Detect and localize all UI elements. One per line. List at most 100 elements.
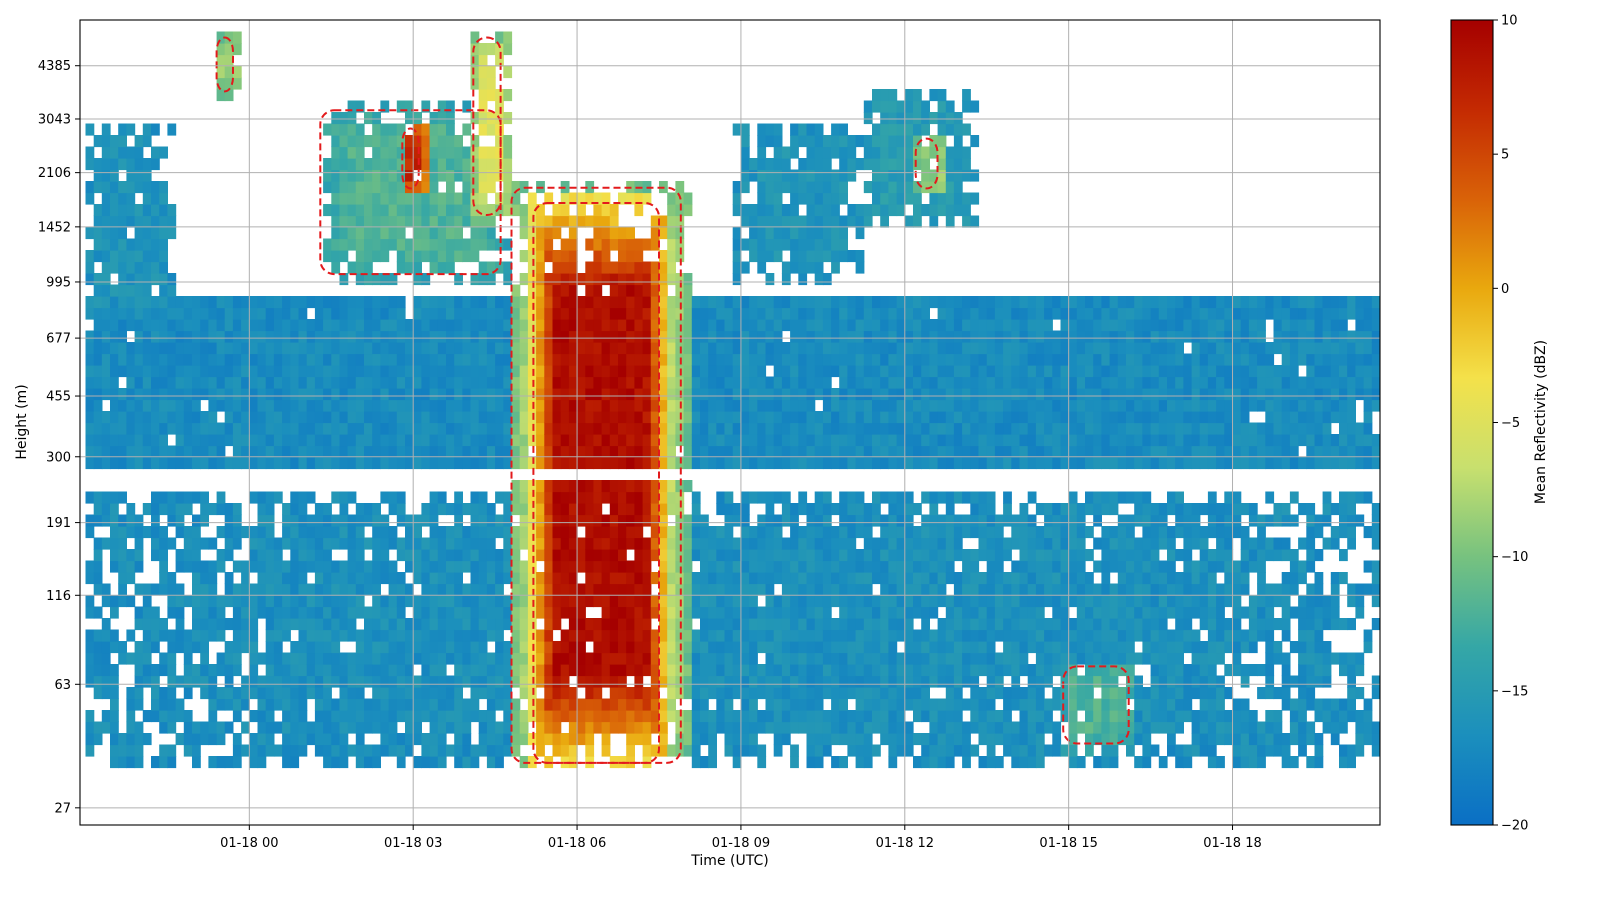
heatmap-cell — [691, 526, 701, 539]
heatmap-cell — [110, 342, 119, 355]
heatmap-cell — [872, 89, 881, 102]
heatmap-cell — [396, 388, 406, 401]
heatmap-cell — [126, 238, 136, 251]
heatmap-cell — [331, 721, 341, 734]
heatmap-cell — [241, 411, 250, 424]
heatmap-cell — [478, 514, 488, 527]
heatmap-cell — [232, 353, 242, 366]
heatmap-cell — [831, 756, 840, 769]
heatmap-cell — [503, 307, 513, 320]
heatmap-cell — [773, 204, 783, 217]
heatmap-cell — [167, 721, 177, 734]
heatmap-cell — [773, 560, 783, 573]
heatmap-cell — [1003, 572, 1012, 585]
heatmap-cell — [732, 629, 742, 642]
heatmap-cell — [224, 342, 234, 355]
heatmap-cell — [478, 710, 488, 723]
heatmap-cell — [806, 675, 816, 688]
heatmap-cell — [650, 261, 660, 274]
heatmap-cell — [478, 526, 488, 539]
heatmap-cell — [93, 169, 103, 182]
heatmap-cell — [282, 411, 291, 424]
heatmap-cell — [495, 549, 504, 562]
heatmap-cell — [1019, 744, 1029, 757]
heatmap-cell — [757, 146, 767, 159]
heatmap-cell — [913, 698, 922, 711]
heatmap-cell — [396, 514, 406, 527]
heatmap-cell — [618, 698, 627, 711]
heatmap-cell — [732, 733, 742, 746]
heatmap-cell — [847, 595, 857, 608]
heatmap-cell — [519, 514, 529, 527]
heatmap-cell — [749, 353, 758, 366]
heatmap-cell — [749, 376, 758, 389]
heatmap-cell — [781, 664, 791, 677]
heatmap-cell — [618, 721, 627, 734]
heatmap-cell — [142, 399, 152, 412]
heatmap-cell — [1003, 733, 1012, 746]
heatmap-cell — [994, 434, 1004, 447]
heatmap-cell — [265, 503, 275, 516]
heatmap-cell — [962, 572, 971, 585]
heatmap-cell — [495, 319, 504, 332]
heatmap-cell — [962, 526, 971, 539]
heatmap-cell — [306, 376, 316, 389]
heatmap-cell — [478, 422, 488, 435]
heatmap-cell — [650, 595, 660, 608]
heatmap-cell — [151, 215, 160, 228]
heatmap-cell — [872, 399, 881, 412]
heatmap-cell — [183, 434, 193, 447]
heatmap-cell — [921, 710, 930, 723]
heatmap-cell — [323, 411, 332, 424]
heatmap-cell — [618, 376, 627, 389]
heatmap-cell — [478, 687, 488, 700]
heatmap-cell — [757, 537, 767, 550]
heatmap-cell — [585, 733, 595, 746]
heatmap-cell — [773, 319, 783, 332]
heatmap-cell — [462, 399, 472, 412]
heatmap-cell — [323, 572, 332, 585]
heatmap-cell — [347, 457, 357, 470]
heatmap-cell — [740, 319, 750, 332]
heatmap-cell — [298, 434, 308, 447]
heatmap-cell — [339, 537, 349, 550]
heatmap-cell — [806, 526, 816, 539]
heatmap-cell — [814, 146, 824, 159]
heatmap-cell — [601, 204, 611, 217]
heatmap-cell — [740, 744, 750, 757]
heatmap-cell — [863, 388, 873, 401]
heatmap-cell — [822, 537, 832, 550]
heatmap-cell — [700, 606, 709, 619]
heatmap-cell — [634, 526, 644, 539]
heatmap-cell — [560, 365, 570, 378]
heatmap-cell — [847, 365, 857, 378]
heatmap-cell — [904, 158, 914, 171]
heatmap-cell — [880, 353, 889, 366]
heatmap-cell — [634, 192, 644, 205]
heatmap-cell — [486, 296, 496, 309]
heatmap-cell — [470, 583, 480, 596]
heatmap-cell — [126, 204, 136, 217]
heatmap-cell — [822, 687, 832, 700]
heatmap-cell — [126, 365, 136, 378]
heatmap-cell — [183, 399, 193, 412]
heatmap-cell — [396, 227, 406, 240]
heatmap-cell — [503, 618, 513, 631]
heatmap-cell — [994, 514, 1004, 527]
heatmap-cell — [364, 710, 373, 723]
heatmap-cell — [101, 307, 111, 320]
heatmap-cell — [593, 537, 603, 550]
heatmap-cell — [265, 687, 275, 700]
heatmap-cell — [306, 629, 316, 642]
heatmap-cell — [85, 330, 95, 343]
heatmap-cell — [568, 445, 578, 458]
heatmap-cell — [454, 227, 463, 240]
heatmap-cell — [683, 549, 693, 562]
heatmap-cell — [667, 595, 676, 608]
heatmap-cell — [888, 319, 898, 332]
heatmap-cell — [282, 445, 291, 458]
heatmap-cell — [683, 204, 693, 217]
heatmap-cell — [454, 192, 463, 205]
heatmap-cell — [888, 365, 898, 378]
heatmap-cell — [773, 376, 783, 389]
